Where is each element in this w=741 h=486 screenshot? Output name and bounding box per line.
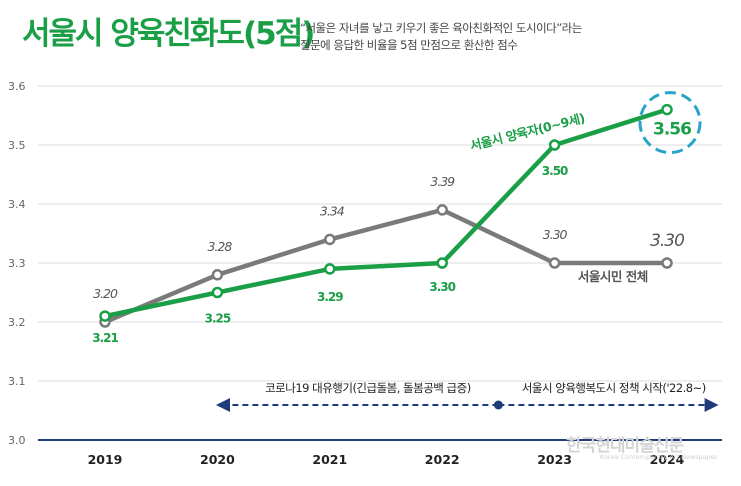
subtitle-line-1: “서울은 자녀를 낳고 키우기 좋은 육아친화적인 도시이다”라는 [300, 21, 582, 35]
x-tick-label: 2024 [650, 452, 685, 467]
x-tick-label: 2022 [425, 452, 460, 467]
data-point [436, 204, 448, 216]
green-data-label: 3.30 [429, 280, 455, 294]
series-name-parents: 서울시 양육자(0~9세) [468, 110, 586, 153]
watermark-english: Korea Contemporary Art Newspaper [600, 453, 718, 461]
green-data-label: 3.56 [653, 120, 691, 140]
y-tick-label: 3.2 [8, 316, 26, 329]
series-line-parents [102, 107, 670, 319]
data-point [548, 139, 561, 151]
gray-data-label: 3.20 [93, 286, 118, 301]
gray-data-label: 3.34 [320, 203, 345, 218]
data-point [661, 103, 673, 116]
y-tick-label: 3.5 [8, 139, 26, 152]
data-point [324, 233, 336, 246]
gray-data-label: 3.39 [430, 174, 455, 189]
chart-subtitle: “서울은 자녀를 낳고 키우기 좋은 육아친화적인 도시이다”라는 질문에 응답… [300, 20, 720, 54]
subtitle-line-2: 질문에 응답한 비율을 5점 만점으로 환산한 점수 [300, 38, 518, 52]
green-data-label: 3.29 [317, 290, 343, 304]
watermark: 한국현대미술신문 Korea Contemporary Art Newspape… [566, 431, 718, 461]
policy-period-label: 서울시 양육행복도시 정책 시작('22.8~) [522, 381, 706, 395]
data-point [211, 286, 224, 299]
y-tick-label: 3.1 [8, 375, 26, 388]
highlight-circle [638, 91, 702, 155]
gray-data-label: 3.30 [650, 231, 684, 251]
series-name-all-citizens: 서울시민 전체 [578, 269, 648, 284]
series [99, 103, 673, 328]
green-data-label: 3.25 [205, 312, 231, 326]
gray-data-label: 3.30 [543, 227, 568, 242]
data-point [324, 263, 336, 275]
covid-period-label: 코로나19 대유행기(긴급돌봄, 돌봄공백 급증) [265, 381, 471, 395]
series-line-all-citizens [102, 207, 670, 325]
data-point [99, 310, 111, 322]
x-tick-label: 2020 [200, 452, 235, 467]
y-tick-label: 3.4 [8, 198, 26, 211]
y-tick-label: 3.6 [8, 80, 26, 93]
watermark-korean: 한국현대미술신문 [566, 436, 684, 456]
x-tick-label: 2019 [88, 452, 123, 467]
gray-data-label: 3.28 [207, 239, 232, 254]
gridlines [38, 85, 722, 382]
y-tick-label: 3.0 [8, 434, 26, 447]
data-labels: 3.20 3.28 3.34 3.39 3.30 3.30 3.21 3.25 3.29 3.30… [92, 91, 702, 345]
data-point [436, 257, 448, 269]
x-tick-label: 2023 [537, 452, 572, 467]
annotations: 코로나19 대유행기(긴급돌봄, 돌봄공백 급증) 서울시 양육행복도시 정책 시… [215, 381, 719, 412]
x-tick-label: 2021 [312, 452, 347, 467]
y-tick-label: 3.3 [8, 257, 26, 270]
data-point [661, 257, 673, 269]
green-data-label: 3.50 [542, 164, 568, 178]
axes: 3.0 3.1 3.2 3.3 3.4 3.5 3.6 2019 2020 2021 2022 202… [8, 80, 722, 467]
policy-start-dot [493, 400, 503, 410]
chart-title: 서울시 양육친화도(5점) [22, 16, 315, 52]
green-data-label: 3.21 [92, 331, 118, 345]
data-point [548, 257, 561, 269]
data-point [211, 269, 224, 281]
